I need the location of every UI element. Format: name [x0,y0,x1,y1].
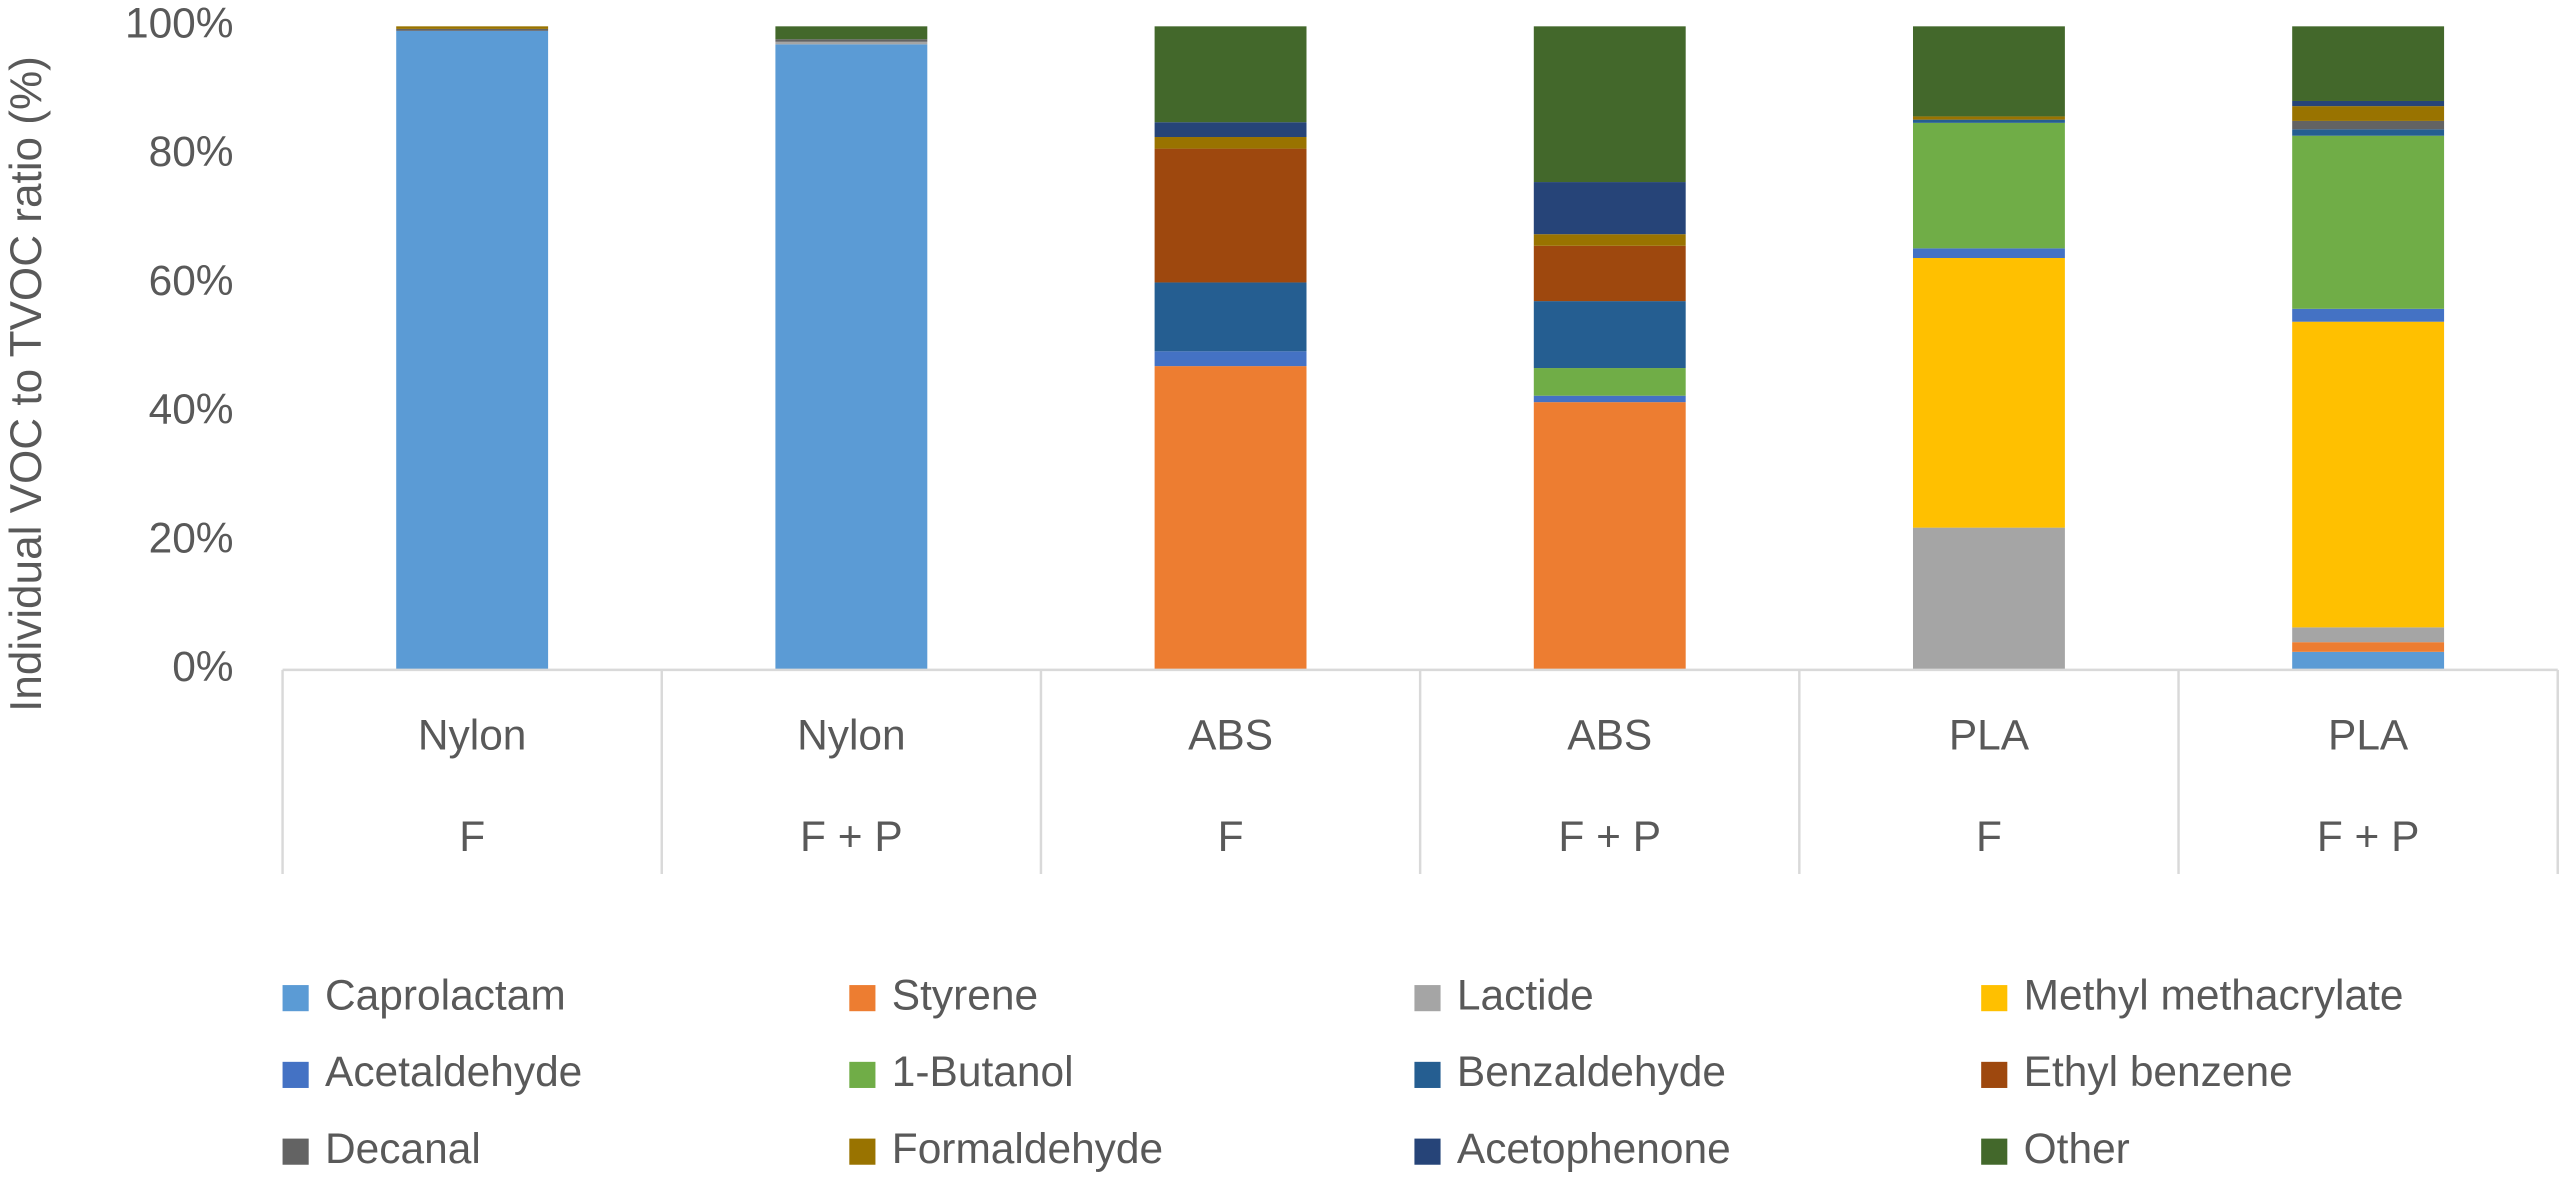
bar-segment [1533,395,1686,403]
bar-segment [2292,627,2445,643]
bar-segment [2292,651,2445,670]
bar-segment [396,30,549,670]
bar-segment [396,28,549,31]
bar-segment [2292,308,2445,322]
bar-segment [2292,120,2445,130]
x-tick-label: ABS [1188,712,1273,759]
bar-segment [775,39,928,42]
legend-swatch [1981,1061,2008,1088]
bar-segment [1912,527,2065,670]
bar-segment [2292,129,2445,136]
bar-segment [1912,116,2065,120]
bar-segment [1154,351,1307,367]
bar-segment [775,44,928,670]
legend-label: Lactide [1457,971,1594,1018]
x-sub-label: F + P [800,813,903,860]
bar-segment [1533,301,1686,369]
bar-segment [1912,122,2065,249]
legend-swatch [282,985,309,1012]
legend-label: 1-Butanol [892,1048,1074,1095]
legend-swatch [282,1138,309,1165]
bar-segment [1533,182,1686,235]
bar-segment [1154,26,1307,123]
legend-label: Benzaldehyde [1457,1048,1726,1095]
x-tick-label: Nylon [797,712,906,759]
legend-swatch [1414,1061,1441,1088]
legend-label: Ethyl benzene [2024,1048,2293,1095]
x-sub-label: F [459,813,485,860]
legend-label: Caprolactam [325,971,566,1018]
legend-label: Formaldehyde [892,1125,1163,1172]
x-tick-label: Nylon [418,712,527,759]
bar-segment [1912,119,2065,123]
legend-swatch [849,1138,876,1165]
bar-segment [2292,106,2445,121]
legend-swatch [1981,985,2008,1012]
legend-label: Styrene [892,971,1038,1018]
legend-swatch [1414,1138,1441,1165]
legend-swatch [849,1061,876,1088]
bar-segment [1154,137,1307,149]
y-tick-label: 40% [149,386,234,433]
legend-swatch [849,985,876,1012]
bar-segment [1912,26,2065,117]
y-tick-label: 80% [149,128,234,175]
y-tick-label: 0% [172,643,233,690]
legend-label: Other [2024,1125,2130,1172]
bar-segment [1912,248,2065,258]
bar-segment [1533,245,1686,302]
bar-segment [1533,26,1686,183]
bar-segment [1154,148,1307,283]
bar-segment [1533,368,1686,396]
bar-segment [396,26,549,29]
x-sub-label: F + P [1558,813,1661,860]
x-sub-label: F + P [2317,813,2420,860]
bar-segment [1154,122,1307,138]
bar-segment [2292,135,2445,309]
x-tick-label: ABS [1567,712,1652,759]
legend-swatch [282,1061,309,1088]
bar-segment [775,41,928,45]
bar-segment [1154,366,1307,670]
bar-segment [1533,402,1686,670]
x-tick-label: PLA [2328,712,2409,759]
bar-segment [2292,100,2445,107]
legend-swatch [1414,985,1441,1012]
bar-segment [1912,257,2065,528]
x-sub-label: F [1976,813,2002,860]
bar-segment [2292,321,2445,628]
x-tick-label: PLA [1949,712,2030,759]
y-tick-label: 20% [149,514,234,561]
bar-segment [2292,642,2445,652]
y-tick-label: 100% [125,0,234,47]
bar-segment [1533,234,1686,246]
legend-label: Decanal [325,1125,481,1172]
bar-segment [1154,282,1307,352]
bar-segment [2292,26,2445,101]
bar-segment [775,26,928,40]
y-tick-label: 60% [149,257,234,304]
legend-label: Acetophenone [1457,1125,1731,1172]
x-sub-label: F [1218,813,1244,860]
y-axis-title: Individual VOC to TVOC ratio (%) [2,56,51,712]
legend-label: Methyl methacrylate [2024,971,2404,1018]
legend-swatch [1981,1138,2008,1165]
legend-label: Acetaldehyde [325,1048,582,1095]
